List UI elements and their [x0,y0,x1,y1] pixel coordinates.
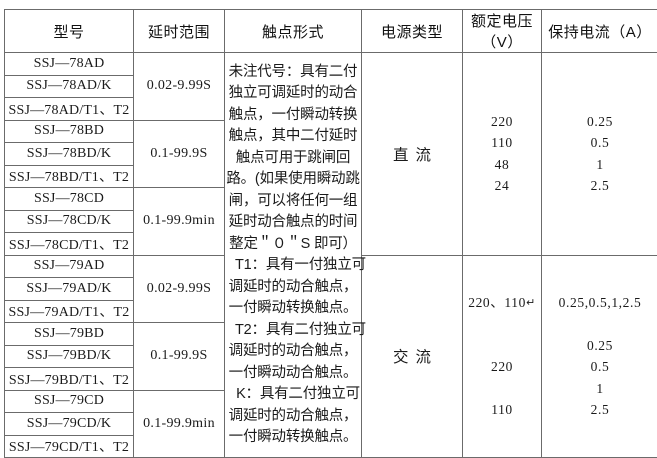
contact-form-line: 整定＂０＂S 即可） [225,234,361,256]
contact-form-line: 路。(如果使用瞬动跳 [225,169,361,191]
contact-form-line: 触点，一付瞬动转换 [225,105,361,127]
column-header-contact-form: 触点形式 [225,10,362,53]
model-cell: SSJ—79BD [5,323,134,346]
current-value: 1 [542,378,657,400]
table-row: SSJ—78AD 0.02-9.99S 未注代号：具有二付 独立可调延时的动合 … [5,53,657,76]
model-cell: SSJ—78AD/K [5,75,134,98]
voltage-value: 220、110↵ [463,292,541,314]
model-cell: SSJ—78BD/T1、T2 [5,165,134,188]
model-cell: SSJ—78BD [5,120,134,143]
contact-form-line: 延时动合触点的时间 [225,212,361,234]
spacer [542,313,657,335]
current-value: 0.25 [542,335,657,357]
column-header-power-type: 电源类型 [362,10,463,53]
model-cell: SSJ—79BD/K [5,345,134,368]
contact-form-line: 独立可调延时的动合 [225,83,361,105]
column-header-rated-voltage: 额定电压（V） [463,10,542,53]
contact-form-line: T1：具有一付独立可 [225,255,361,277]
model-cell: SSJ—78CD/K [5,210,134,233]
rated-voltage-ac-cell: 220、110↵ 220 110 [463,255,542,458]
model-cell: SSJ—79BD/T1、T2 [5,368,134,391]
current-value: 0.25,0.5,1,2.5 [542,292,657,314]
voltage-value: 110 [463,399,541,421]
delay-range-cell: 0.1-99.9min [134,188,225,256]
voltage-value: 24 [463,175,541,197]
model-cell: SSJ—78CD [5,188,134,211]
voltage-value: 220 [463,356,541,378]
model-cell: SSJ—79AD [5,255,134,278]
return-mark-icon: ↵ [526,296,536,309]
contact-form-line: T2：具有二付独立可 [225,320,361,342]
current-value: 0.5 [542,132,657,154]
delay-range-cell: 0.02-9.99S [134,53,225,121]
model-cell: SSJ—78AD/T1、T2 [5,98,134,121]
power-type-ac-cell: 交流 [362,255,463,458]
power-type-dc-cell: 直流 [362,53,463,256]
current-value: 1 [542,154,657,176]
rated-voltage-dc-cell: 220 110 48 24 [463,53,542,256]
delay-range-cell: 0.1-99.9min [134,390,225,458]
current-value: 2.5 [542,399,657,421]
model-cell: SSJ—79AD/K [5,278,134,301]
contact-form-line: 一付瞬动动合触点。 [225,363,361,385]
voltage-value: 220 [463,111,541,133]
spacer [463,378,541,400]
contact-form-line: 一付瞬动转换触点。 [225,298,361,320]
holding-current-ac-cell: 0.25,0.5,1,2.5 0.25 0.5 1 2.5 [542,255,657,458]
delay-range-cell: 0.1-99.9S [134,323,225,391]
column-header-model: 型号 [5,10,134,53]
delay-range-cell: 0.02-9.99S [134,255,225,323]
voltage-value: 110 [463,132,541,154]
model-cell: SSJ—79AD/T1、T2 [5,300,134,323]
contact-form-line: 触点，其中二付延时 [225,126,361,148]
contact-form-line: K：具有二付独立可 [225,384,361,406]
model-cell: SSJ—79CD/T1、T2 [5,435,134,458]
model-cell: SSJ—78AD [5,53,134,76]
model-cell: SSJ—78CD/T1、T2 [5,233,134,256]
contact-form-line: 触点可用于跳闸回 [225,148,361,170]
holding-current-dc-cell: 0.25 0.5 1 2.5 [542,53,657,256]
relay-specification-table: 型号 延时范围 触点形式 电源类型 额定电压（V） 保持电流（A） SSJ—78… [4,9,657,458]
contact-form-line: 一付瞬动转换触点。 [225,427,361,449]
contact-form-line: 调延时的动合触点， [225,406,361,428]
current-value: 2.5 [542,175,657,197]
voltage-value: 48 [463,154,541,176]
delay-range-cell: 0.1-99.9S [134,120,225,188]
model-cell: SSJ—79CD [5,390,134,413]
contact-form-line: 闸，可以将任何一组 [225,191,361,213]
contact-form-cell: 未注代号：具有二付 独立可调延时的动合 触点，一付瞬动转换 触点，其中二付延时 … [225,53,362,458]
model-cell: SSJ—79CD/K [5,413,134,436]
table-header-row: 型号 延时范围 触点形式 电源类型 额定电压（V） 保持电流（A） [5,10,657,53]
current-value: 0.25 [542,111,657,133]
column-header-holding-current: 保持电流（A） [542,10,657,53]
spacer [463,313,541,335]
contact-form-line: 调延时的动合触点， [225,341,361,363]
voltage-text: 220、110 [468,295,526,310]
column-header-delay-range: 延时范围 [134,10,225,53]
contact-form-line: 未注代号：具有二付 [225,62,361,84]
current-value: 0.5 [542,356,657,378]
contact-form-line: 调延时的动合触点， [225,277,361,299]
model-cell: SSJ—78BD/K [5,143,134,166]
spacer [463,335,541,357]
